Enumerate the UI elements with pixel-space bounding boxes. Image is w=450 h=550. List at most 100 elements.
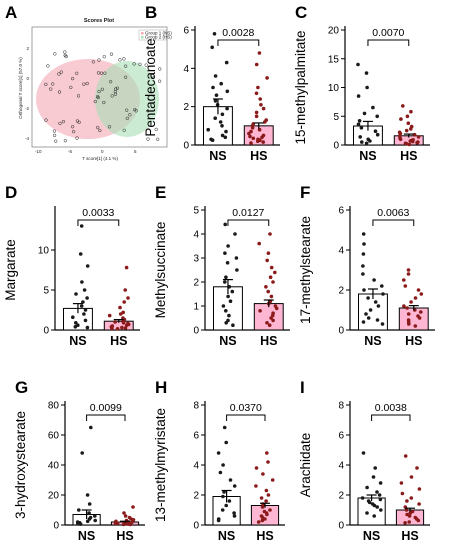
data-point-ns — [218, 470, 223, 475]
scores-point — [75, 71, 79, 75]
data-point-hs — [271, 280, 275, 284]
data-point-ns — [359, 126, 364, 130]
data-point-ns — [85, 264, 90, 268]
data-point-ns — [83, 318, 88, 323]
data-point-hs — [409, 109, 413, 114]
data-point-ns — [214, 93, 219, 97]
data-point-hs — [404, 142, 409, 146]
category-label-ns: NS — [364, 334, 381, 348]
y-tick-label: 20 — [328, 26, 340, 37]
data-point-hs — [406, 121, 411, 125]
panel-label-a: A — [5, 3, 17, 22]
scores-point — [144, 63, 148, 67]
data-point-hs — [273, 270, 277, 275]
panel-label-c: C — [295, 3, 307, 22]
data-point-ns — [379, 508, 383, 512]
data-point-ns — [213, 99, 218, 103]
data-point-hs — [407, 520, 412, 524]
data-point-ns — [221, 304, 226, 308]
p-value-label: 0.0370 — [230, 402, 262, 414]
y-tick-label: 4 — [193, 230, 199, 241]
scores-point — [122, 57, 126, 61]
category-label-ns: NS — [219, 334, 236, 348]
data-point-ns — [360, 496, 365, 500]
data-point-ns — [380, 284, 384, 288]
data-point-ns — [223, 222, 227, 227]
y-axis-label: Pentadecanoate — [143, 38, 158, 136]
data-point-hs — [265, 512, 269, 517]
panel-label-g: G — [15, 378, 28, 397]
data-point-ns — [220, 112, 225, 117]
scores-point — [107, 125, 112, 129]
significance-bracket — [372, 219, 415, 226]
y-tick-label: 0 — [338, 521, 344, 532]
scores-xtick-3: 5 — [134, 149, 137, 154]
data-point-hs — [417, 502, 421, 506]
data-point-hs — [417, 487, 422, 491]
data-point-ns — [93, 514, 97, 518]
data-point-hs — [408, 511, 413, 515]
data-point-ns — [372, 278, 376, 282]
data-point-ns — [365, 485, 369, 490]
data-point-hs — [257, 51, 262, 55]
data-point-hs — [265, 76, 269, 80]
data-point-hs — [263, 120, 267, 124]
data-point-hs — [416, 135, 421, 139]
data-point-hs — [121, 522, 126, 527]
data-point-ns — [380, 322, 385, 326]
data-point-ns — [371, 475, 376, 479]
scores-point — [76, 94, 81, 98]
data-point-ns — [362, 111, 367, 116]
scores-point — [133, 107, 137, 112]
data-point-hs — [265, 258, 270, 263]
data-point-hs — [268, 508, 272, 512]
y-axis-label: 3-hydroxystearate — [13, 411, 28, 519]
data-point-ns — [216, 518, 221, 523]
data-point-hs — [409, 496, 414, 500]
data-point-hs — [407, 142, 412, 147]
data-point-ns — [361, 232, 366, 236]
data-point-ns — [364, 141, 369, 146]
panel-c: C 0 5 10 15 20 15-methylpalmitate NS HS 0.0070 — [293, 3, 430, 163]
legend-entry-ns: Group 1 (NS) — [145, 31, 172, 36]
data-point-hs — [405, 114, 410, 119]
data-point-hs — [409, 300, 413, 304]
data-point-hs — [407, 322, 411, 326]
scores-point — [150, 74, 155, 78]
data-point-hs — [118, 312, 123, 316]
data-point-ns — [225, 89, 230, 94]
data-point-ns — [213, 74, 218, 78]
scores-point — [118, 58, 122, 62]
data-point-ns — [81, 300, 85, 304]
data-point-ns — [362, 242, 366, 246]
data-point-hs — [398, 137, 403, 142]
data-point-hs — [122, 511, 126, 515]
y-tick-label: 60 — [48, 431, 60, 442]
data-point-ns — [218, 120, 223, 124]
data-point-ns — [365, 511, 369, 515]
category-label-hs: HS — [400, 149, 417, 163]
scores-point — [91, 60, 96, 64]
y-tick-label: 2 — [193, 491, 199, 502]
data-point-hs — [269, 294, 274, 299]
data-point-ns — [227, 313, 231, 318]
y-axis-label: 17-methylstearate — [298, 216, 313, 324]
p-value-label: 0.0033 — [82, 207, 114, 219]
data-point-hs — [110, 326, 114, 331]
data-point-hs — [403, 284, 408, 288]
data-point-hs — [113, 521, 118, 526]
panel-g: G 0 20 40 60 80 3-hydroxystearate NS HS 0.0099 — [13, 378, 145, 543]
y-tick-label: 10 — [328, 83, 340, 94]
data-point-ns — [234, 256, 239, 260]
scores-point — [115, 86, 120, 90]
panel-e: E 0 1 2 3 4 5 Methylsuccinate NS HS 0.0127 — [153, 183, 290, 348]
data-point-ns — [373, 300, 378, 304]
legend-entry-hs: Group 2 (HS) — [145, 35, 172, 40]
scores-point — [46, 64, 50, 68]
data-point-ns — [233, 232, 237, 236]
y-tick-label: 0 — [193, 326, 199, 337]
y-tick-label: 5 — [43, 286, 49, 297]
data-point-ns — [361, 272, 365, 276]
data-point-ns — [212, 32, 217, 36]
y-axis-label: 15-methylpalmitate — [293, 30, 308, 144]
